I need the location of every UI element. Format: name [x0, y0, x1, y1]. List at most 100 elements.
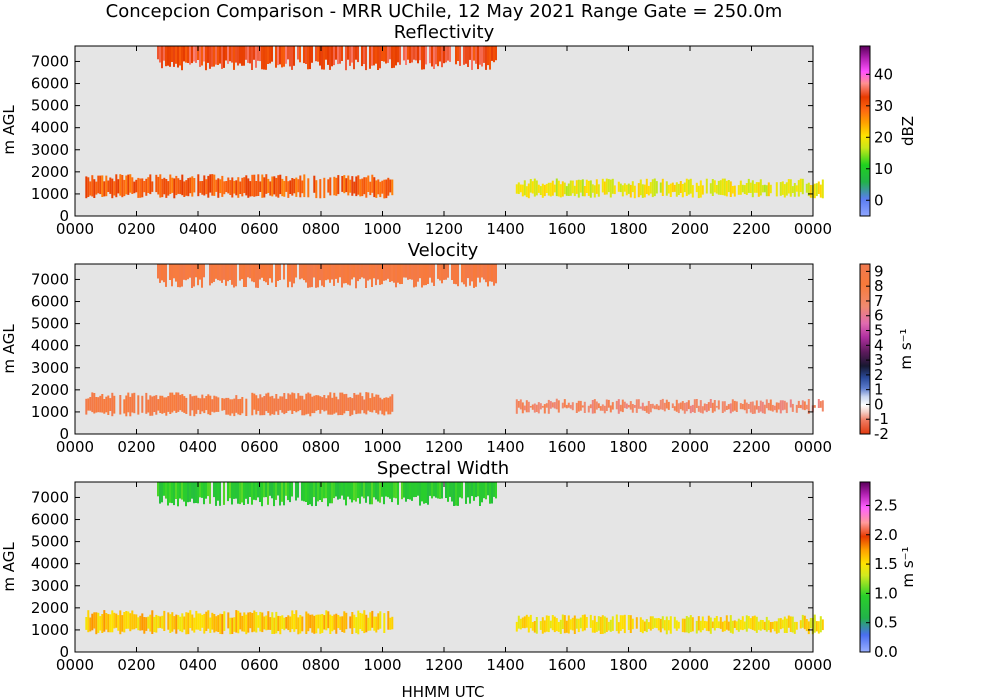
echo-cell [695, 620, 698, 634]
echo-cell [201, 394, 204, 412]
echo-cell [743, 185, 746, 194]
echo-cell [529, 614, 532, 629]
echo-cell [417, 264, 419, 282]
velocity-ylabel: m AGL [0, 324, 18, 374]
echo-cell [597, 403, 600, 409]
echo-cell [329, 264, 331, 283]
y-tick-label: 5000 [31, 315, 69, 333]
echo-cell [177, 482, 179, 507]
echo-cell [171, 46, 173, 62]
echo-cell [749, 182, 752, 193]
echo-cell [209, 174, 212, 193]
echo-cell [243, 46, 245, 66]
echo-cell [551, 402, 554, 408]
x-tick-label: 0600 [240, 438, 278, 456]
echo-cell [201, 264, 203, 288]
echo-cell [457, 482, 459, 506]
echo-cell [275, 482, 277, 500]
echo-cell [317, 482, 319, 502]
echo-cell [363, 264, 365, 279]
echo-cell [375, 394, 378, 413]
echo-cell [379, 397, 382, 411]
echo-cell [347, 175, 350, 196]
echo-cell [281, 178, 284, 197]
echo-cell [805, 619, 808, 632]
echo-cell [183, 264, 185, 280]
echo-cell [157, 264, 159, 279]
echo-cell [653, 405, 656, 410]
echo-cell [701, 616, 704, 631]
x-tick-label: 0200 [117, 220, 155, 238]
echo-cell [395, 264, 397, 288]
echo-cell [579, 617, 582, 629]
echo-cell [249, 46, 251, 64]
echo-cell [167, 396, 170, 412]
echo-cell [205, 396, 208, 411]
echo-cell [407, 482, 409, 499]
echo-cell [391, 482, 393, 503]
echo-cell [781, 619, 784, 629]
echo-cell [749, 618, 752, 630]
echo-cell [257, 615, 260, 628]
echo-cell [789, 399, 792, 408]
echo-cell [221, 614, 224, 635]
echo-cell [489, 46, 491, 70]
echo-cell [161, 178, 164, 198]
x-tick-label: 0800 [302, 656, 340, 674]
spectral-width-data [85, 482, 824, 635]
reflectivity-colorbar-label: dBZ [899, 116, 917, 146]
echo-cell [659, 182, 662, 193]
echo-cell [269, 396, 272, 416]
echo-cell [179, 264, 181, 288]
echo-cell [773, 621, 776, 632]
echo-cell [611, 616, 614, 631]
echo-cell [785, 182, 788, 196]
echo-cell [641, 402, 644, 411]
y-tick-label: 0 [59, 643, 69, 661]
echo-cell [283, 180, 286, 197]
echo-cell [349, 397, 352, 417]
echo-cell [405, 264, 407, 278]
echo-cell [217, 46, 219, 65]
echo-cell [223, 482, 225, 505]
echo-cell [475, 482, 477, 498]
echo-cell [595, 621, 598, 632]
echo-cell [335, 396, 338, 413]
echo-cell [139, 615, 142, 631]
echo-cell [321, 482, 323, 502]
echo-cell [213, 46, 215, 67]
echo-cell [377, 613, 380, 630]
echo-cell [721, 178, 724, 196]
echo-cell [295, 177, 298, 197]
echo-cell [393, 264, 395, 283]
echo-cell [465, 264, 467, 287]
echo-cell [387, 482, 389, 498]
echo-cell [279, 616, 282, 635]
echo-cell [355, 482, 357, 502]
echo-cell [577, 400, 580, 412]
echo-cell [693, 399, 696, 413]
echo-cell [345, 482, 347, 506]
echo-cell [277, 398, 280, 415]
echo-cell [639, 179, 642, 196]
echo-cell [265, 174, 268, 194]
echo-cell [313, 264, 315, 278]
echo-cell [579, 400, 582, 411]
echo-cell [183, 616, 186, 630]
echo-cell [315, 46, 317, 62]
echo-cell [261, 174, 264, 198]
echo-cell [757, 406, 760, 413]
echo-cell [489, 482, 491, 504]
echo-cell [545, 403, 548, 408]
echo-cell [395, 46, 397, 66]
echo-cell [365, 177, 368, 198]
echo-cell [155, 614, 158, 633]
echo-cell [587, 405, 590, 413]
echo-cell [315, 395, 318, 411]
echo-cell [247, 46, 249, 63]
echo-cell [775, 621, 778, 634]
echo-cell [175, 392, 178, 413]
echo-cell [191, 46, 193, 64]
echo-cell [189, 394, 192, 416]
echo-cell [419, 482, 421, 506]
